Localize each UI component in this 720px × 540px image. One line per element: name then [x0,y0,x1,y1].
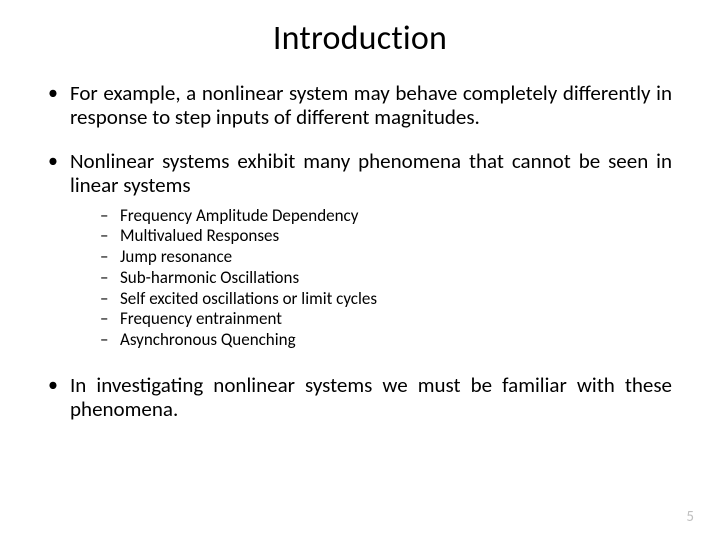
sub-bullet-text: Multivalued Responses [120,226,279,247]
sub-bullet-item: – Multivalued Responses [100,226,672,247]
bullet-marker-icon: • [48,81,70,129]
slide-title: Introduction [48,18,672,59]
sub-bullet-text: Self excited oscillations or limit cycle… [120,289,377,310]
bullet-marker-icon: • [48,149,70,197]
sub-bullet-item: – Jump resonance [100,247,672,268]
sub-bullet-item: – Frequency entrainment [100,309,672,330]
sub-bullet-item: – Frequency Amplitude Dependency [100,206,672,227]
bullet-marker-icon: • [48,373,70,421]
dash-marker-icon: – [100,289,120,310]
dash-marker-icon: – [100,226,120,247]
dash-marker-icon: – [100,206,120,227]
sub-bullet-list: – Frequency Amplitude Dependency – Multi… [100,206,672,351]
sub-bullet-text: Asynchronous Quenching [120,330,296,351]
dash-marker-icon: – [100,330,120,351]
sub-bullet-text: Sub-harmonic Oscillations [120,268,299,289]
bullet-item: • For example, a nonlinear system may be… [48,81,672,129]
dash-marker-icon: – [100,268,120,289]
sub-bullet-item: – Self excited oscillations or limit cyc… [100,289,672,310]
sub-bullet-text: Frequency Amplitude Dependency [120,206,358,227]
sub-bullet-item: – Asynchronous Quenching [100,330,672,351]
bullet-item: • Nonlinear systems exhibit many phenome… [48,149,672,197]
slide: Introduction • For example, a nonlinear … [0,0,720,540]
sub-bullet-item: – Sub-harmonic Oscillations [100,268,672,289]
bullet-item: • In investigating nonlinear systems we … [48,373,672,421]
page-number: 5 [686,508,694,526]
bullet-text: For example, a nonlinear system may beha… [70,81,672,129]
dash-marker-icon: – [100,247,120,268]
sub-bullet-text: Jump resonance [120,247,232,268]
bullet-text: Nonlinear systems exhibit many phenomena… [70,149,672,197]
bullet-text: In investigating nonlinear systems we mu… [70,373,672,421]
dash-marker-icon: – [100,309,120,330]
sub-bullet-text: Frequency entrainment [120,309,282,330]
